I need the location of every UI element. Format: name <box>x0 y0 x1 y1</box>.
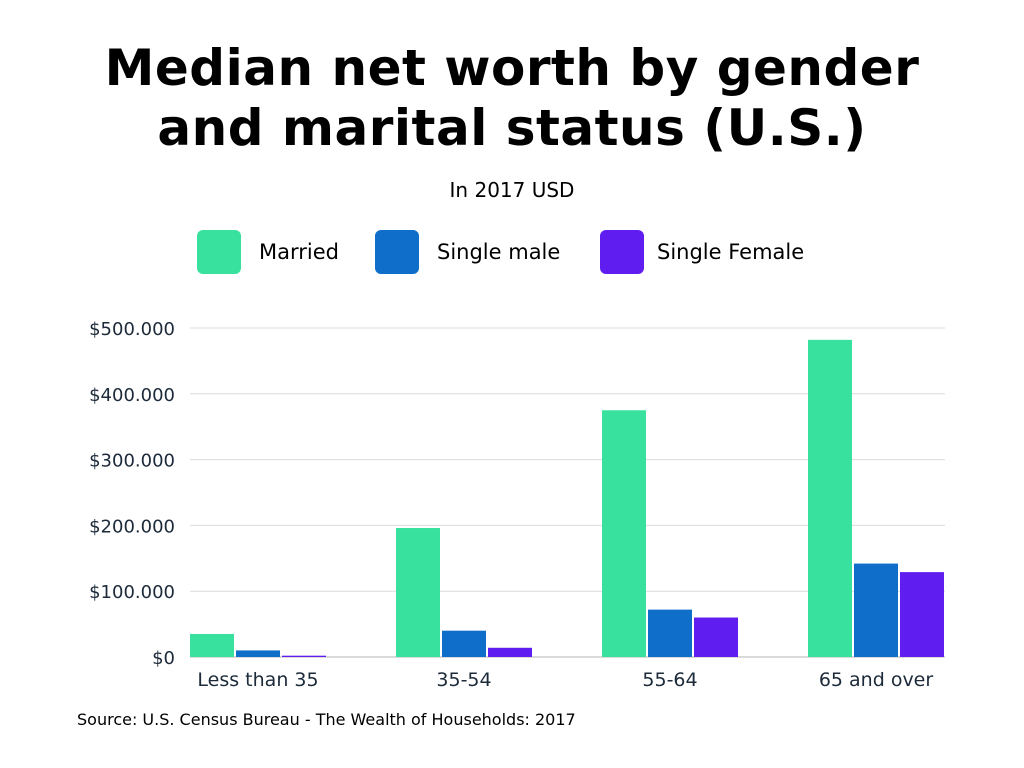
bar-single-male <box>854 563 898 657</box>
bar-married <box>190 633 234 657</box>
bar-single-female <box>694 617 738 657</box>
chart-title: Median net worth by gender and marital s… <box>104 39 920 157</box>
y-tick-label: $200.000 <box>89 516 175 537</box>
source-note: Source: U.S. Census Bureau - The Wealth … <box>77 710 576 729</box>
bar-single-female <box>282 655 326 657</box>
bar-single-male <box>236 650 280 657</box>
bar-married <box>602 410 646 657</box>
legend-label-single-male: Single male <box>437 240 561 264</box>
bar-single-female <box>488 647 532 657</box>
y-tick-label: $300.000 <box>89 451 175 472</box>
legend-label-married: Married <box>259 240 339 264</box>
x-tick-label: 65 and over <box>819 669 934 691</box>
bar-single-male <box>442 630 486 657</box>
y-tick-label: $0 <box>152 648 175 669</box>
chart-subtitle: In 2017 USD <box>449 178 575 202</box>
bar-single-female <box>900 572 944 657</box>
legend-swatch-single-female <box>600 230 644 274</box>
bar-married <box>396 528 440 657</box>
x-tick-label: Less than 35 <box>197 669 318 691</box>
y-tick-label: $400.000 <box>89 385 175 406</box>
x-tick-label: 55-64 <box>642 669 697 691</box>
legend-swatch-single-male <box>375 230 419 274</box>
legend-swatch-married <box>197 230 241 274</box>
y-tick-label: $500.000 <box>89 319 175 340</box>
bar-married <box>808 339 852 657</box>
bar-single-male <box>648 609 692 657</box>
legend-label-single-female: Single Female <box>657 240 805 264</box>
x-tick-label: 35-54 <box>436 669 491 691</box>
y-tick-label: $100.000 <box>89 582 175 603</box>
legend: Married Single male Single Female <box>0 230 1024 274</box>
bar-chart: $0 $100.000 $200.000 $300.000 $400.000 $500.0… <box>89 319 945 691</box>
